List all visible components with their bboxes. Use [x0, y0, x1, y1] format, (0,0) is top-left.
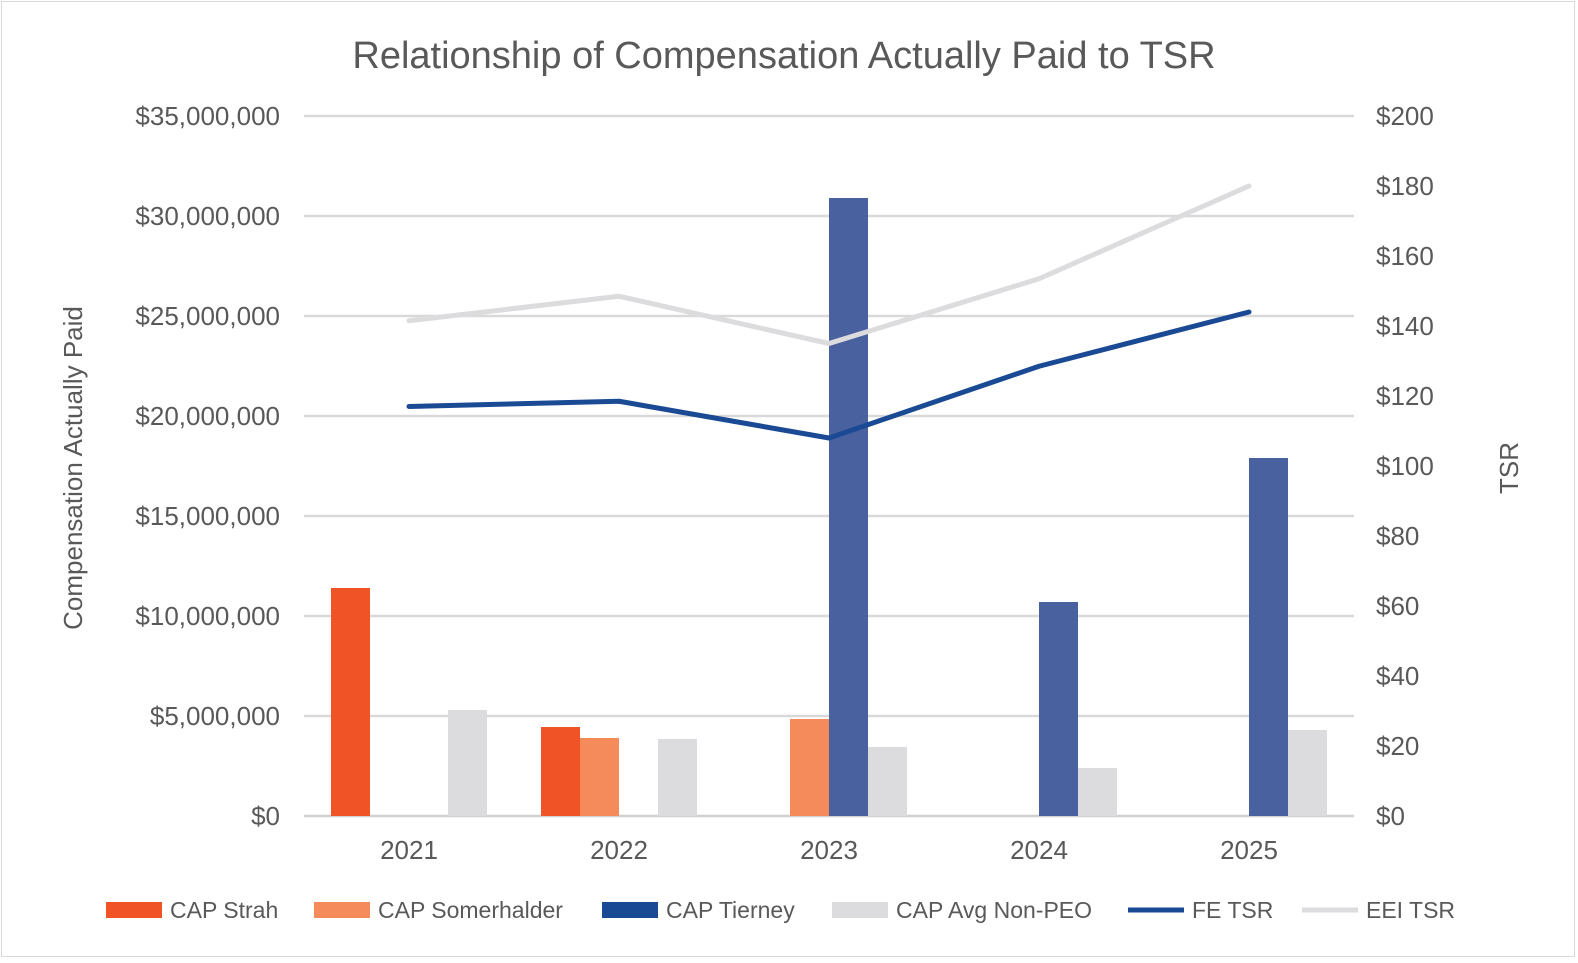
x-tick-label: 2025: [1220, 835, 1278, 865]
right-axis-ticks: $0 $20 $40 $60 $80 $100 $120 $140 $160 $180 $200: [1376, 101, 1434, 831]
bar-cap-somerhalder-2023: [790, 719, 829, 816]
left-tick-label: $0: [251, 801, 280, 831]
legend-label: CAP Strah: [170, 897, 278, 923]
right-axis-title: TSR: [1494, 442, 1524, 494]
line-eei-tsr: [406, 183, 1252, 346]
bar-cap-avg-non-peo-2023: [868, 747, 907, 816]
left-tick-label: $10,000,000: [135, 601, 280, 631]
right-tick-label: $120: [1376, 381, 1434, 411]
bar-cap-avg-non-peo-2024: [1078, 768, 1117, 816]
line-fe-tsr: [406, 309, 1252, 441]
left-tick-label: $20,000,000: [135, 401, 280, 431]
x-tick-label: 2024: [1010, 835, 1068, 865]
lines: [406, 183, 1252, 441]
bar-cap-tierney-2023: [829, 198, 868, 816]
legend-label: CAP Somerhalder: [378, 897, 563, 923]
left-tick-label: $5,000,000: [150, 701, 280, 731]
x-tick-label: 2023: [800, 835, 858, 865]
left-tick-label: $25,000,000: [135, 301, 280, 331]
legend-swatch: [602, 902, 658, 918]
left-tick-label: $15,000,000: [135, 501, 280, 531]
bar-cap-strah-2021: [331, 588, 370, 816]
right-tick-label: $40: [1376, 661, 1419, 691]
x-tick-label: 2021: [380, 835, 438, 865]
legend-swatch: [314, 902, 370, 918]
legend-swatch: [106, 902, 162, 918]
left-axis-ticks: $0 $5,000,000 $10,000,000 $15,000,000 $20,00…: [135, 101, 280, 831]
left-tick-label: $35,000,000: [135, 101, 280, 131]
bar-cap-strah-2022: [541, 727, 580, 816]
x-axis-ticks: 2021 2022 2023 2024 2025: [380, 835, 1278, 865]
legend-label: FE TSR: [1192, 897, 1273, 923]
right-tick-label: $200: [1376, 101, 1434, 131]
bar-cap-tierney-2025: [1249, 458, 1288, 816]
left-tick-label: $30,000,000: [135, 201, 280, 231]
x-tick-label: 2022: [590, 835, 648, 865]
legend-swatch: [832, 902, 888, 918]
right-tick-label: $140: [1376, 311, 1434, 341]
right-tick-label: $80: [1376, 521, 1419, 551]
legend-label: CAP Tierney: [666, 897, 795, 923]
bar-cap-avg-non-peo-2022: [658, 739, 697, 816]
bar-cap-somerhalder-2022: [580, 738, 619, 816]
bar-cap-tierney-2024: [1039, 602, 1078, 816]
right-tick-label: $20: [1376, 731, 1419, 761]
right-tick-label: $180: [1376, 171, 1434, 201]
bars: [331, 198, 1327, 816]
right-tick-label: $60: [1376, 591, 1419, 621]
right-tick-label: $100: [1376, 451, 1434, 481]
right-tick-label: $160: [1376, 241, 1434, 271]
right-tick-label: $0: [1376, 801, 1405, 831]
left-axis-title: Compensation Actually Paid: [58, 306, 88, 630]
bar-cap-avg-non-peo-2025: [1288, 730, 1327, 816]
bar-cap-avg-non-peo-2021: [448, 710, 487, 816]
legend: CAP Strah CAP Somerhalder CAP Tierney CAP A…: [106, 897, 1455, 923]
legend-label: CAP Avg Non-PEO: [896, 897, 1092, 923]
chart-title: Relationship of Compensation Actually Pa…: [352, 35, 1215, 77]
legend-label: EEI TSR: [1366, 897, 1455, 923]
